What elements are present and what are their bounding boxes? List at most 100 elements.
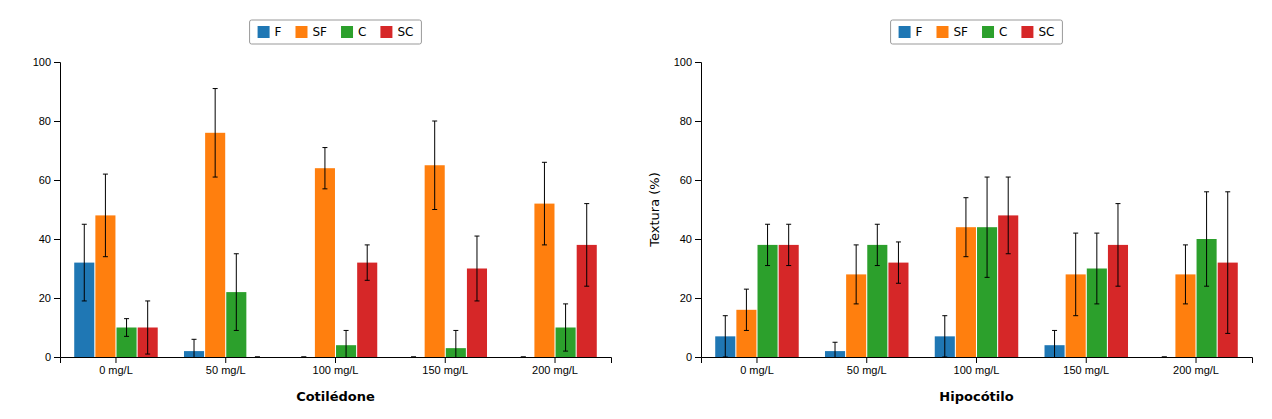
error-bar-cap xyxy=(542,162,547,163)
error-bar-cap xyxy=(145,300,150,301)
error-bar-stem xyxy=(965,198,966,257)
x-axis: 0 mg/L50 mg/L100 mg/L150 mg/L200 mg/L xyxy=(702,357,1253,376)
legend-item: SC xyxy=(380,25,413,39)
error-bar-cap xyxy=(1204,286,1209,287)
legend: FSFCSC xyxy=(250,20,422,44)
error-bar-stem xyxy=(1206,192,1207,286)
y-tick-mark xyxy=(695,121,701,122)
error-bar xyxy=(1052,330,1057,357)
legend-label: F xyxy=(275,25,282,39)
error-bar-stem xyxy=(565,304,566,351)
error-bar-stem xyxy=(1096,233,1097,304)
x-tick-mark xyxy=(866,357,867,363)
legend-label: C xyxy=(999,25,1007,39)
bar xyxy=(513,357,533,358)
error-bar xyxy=(145,301,150,354)
x-tick: 100 mg/L xyxy=(313,357,359,376)
error-bar-stem xyxy=(835,342,836,357)
error-bar xyxy=(833,342,838,357)
y-tick: 60 xyxy=(680,174,701,186)
error-bar xyxy=(255,357,260,358)
x-axis: 0 mg/L50 mg/L100 mg/L150 mg/L200 mg/L xyxy=(61,357,612,376)
error-bar-cap xyxy=(854,244,859,245)
legend-swatch xyxy=(936,26,948,38)
y-tick-label: 20 xyxy=(39,292,51,304)
legend-swatch xyxy=(380,26,392,38)
error-bar-stem xyxy=(725,316,726,357)
y-axis: 0 20 40 60 80 100 xyxy=(674,56,702,363)
error-bar-cap xyxy=(1162,357,1167,358)
error-bar-cap xyxy=(1183,303,1188,304)
error-bar-cap xyxy=(1052,330,1057,331)
error-bar xyxy=(344,330,349,357)
legend-label: SF xyxy=(953,25,968,39)
y-tick-label: 80 xyxy=(680,115,692,127)
error-bar-cap xyxy=(963,197,968,198)
y-tick: 0 xyxy=(686,351,701,363)
y-tick-label: 0 xyxy=(686,351,692,363)
error-bar-cap xyxy=(145,354,150,355)
y-tick-mark xyxy=(695,357,701,358)
y-tick-label: 20 xyxy=(680,292,692,304)
error-bar-cap xyxy=(1006,253,1011,254)
y-tick-mark xyxy=(695,62,701,63)
x-tick: 50 mg/L xyxy=(206,357,246,376)
error-bar-cap xyxy=(344,330,349,331)
y-tick: 20 xyxy=(680,292,701,304)
error-bar xyxy=(875,224,880,265)
x-tick-mark xyxy=(1086,357,1087,363)
error-bar xyxy=(786,224,791,265)
x-tick: 150 mg/L xyxy=(422,357,468,376)
x-tick: 150 mg/L xyxy=(1063,357,1109,376)
error-bar-cap xyxy=(411,357,416,358)
panel: 0 20 40 60 80 100 0 mg/L50 mg/L100 mg/L150 mg/… xyxy=(647,20,1253,404)
error-bar-stem xyxy=(215,89,216,178)
error-bar-cap xyxy=(1094,233,1099,234)
y-tick-mark xyxy=(54,239,60,240)
y-tick-mark xyxy=(54,62,60,63)
error-bar-cap xyxy=(124,318,129,319)
error-bar-stem xyxy=(1227,192,1228,334)
y-tick-label: 100 xyxy=(674,56,692,68)
error-bar xyxy=(322,148,327,189)
error-bar-cap xyxy=(723,315,728,316)
y-tick: 40 xyxy=(680,233,701,245)
error-bar-cap xyxy=(985,277,990,278)
error-bar-stem xyxy=(476,236,477,301)
error-bar-stem xyxy=(126,319,127,337)
error-bar-stem xyxy=(586,204,587,287)
error-bar xyxy=(474,236,479,301)
error-bar xyxy=(1204,192,1209,286)
error-bar-stem xyxy=(84,224,85,301)
error-bar xyxy=(854,245,859,304)
error-bar-cap xyxy=(411,357,416,358)
series xyxy=(138,204,597,357)
y-tick-mark xyxy=(54,298,60,299)
error-bar xyxy=(82,224,87,301)
error-bar xyxy=(103,174,108,257)
legend-swatch xyxy=(1021,26,1033,38)
error-bar-stem xyxy=(944,316,945,357)
error-bar xyxy=(432,121,437,210)
error-bar-cap xyxy=(723,357,728,358)
error-bar-stem xyxy=(877,224,878,265)
error-bar xyxy=(1006,177,1011,254)
error-bar-cap xyxy=(82,300,87,301)
error-bar-cap xyxy=(1094,303,1099,304)
error-bar-cap xyxy=(1115,286,1120,287)
x-tick-mark xyxy=(115,357,116,363)
error-bar-cap xyxy=(786,265,791,266)
error-bar-cap xyxy=(584,286,589,287)
marks xyxy=(715,177,1238,357)
error-bar xyxy=(1115,204,1120,287)
x-axis-line xyxy=(702,358,1253,364)
legend-swatch xyxy=(341,26,353,38)
legend-item: F xyxy=(258,25,282,39)
error-bar xyxy=(411,357,416,358)
error-bar-stem xyxy=(324,148,325,189)
x-tick-label: 50 mg/L xyxy=(847,364,887,376)
y-tick: 20 xyxy=(39,292,60,304)
error-bar-cap xyxy=(521,357,526,358)
x-tick-mark xyxy=(555,357,556,363)
legend-label: C xyxy=(358,25,366,39)
